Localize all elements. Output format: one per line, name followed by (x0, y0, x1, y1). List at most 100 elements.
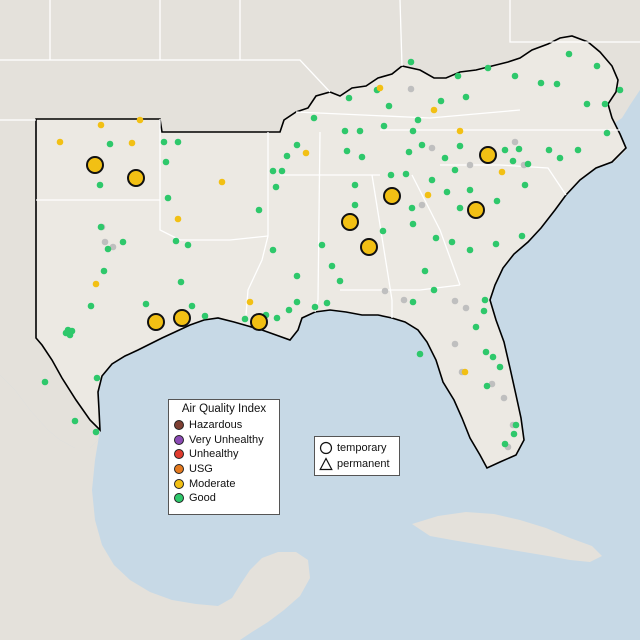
monitor-good (409, 127, 417, 135)
legend-label: permanent (337, 458, 390, 470)
monitor-good (451, 166, 459, 174)
monitor-good (454, 72, 462, 80)
monitor-good (311, 303, 319, 311)
monitor-good (96, 181, 104, 189)
legend-label: Hazardous (189, 419, 243, 432)
landmass-mexico (0, 375, 310, 640)
monitor-moderate-temporary (383, 187, 401, 205)
monitor-good (201, 312, 209, 320)
monitor-good (255, 206, 263, 214)
monitor-good (437, 97, 445, 105)
monitor-good (484, 64, 492, 72)
monitor-moderate (302, 149, 310, 157)
monitor-moderate (136, 116, 144, 124)
unhealthy-swatch (174, 449, 184, 460)
monitor-nodata (500, 394, 508, 402)
monitor-good (379, 227, 387, 235)
monitor-good (501, 440, 509, 448)
monitor-type-legend: temporary permanent (314, 436, 400, 476)
monitor-good (512, 421, 520, 429)
monitor-good (177, 278, 185, 286)
legend-item-moderate: Moderate (169, 476, 279, 491)
triangle-icon (319, 457, 333, 471)
legend-item-very-unhealthy: Very Unhealthy (169, 433, 279, 448)
legend-title: Air Quality Index (181, 403, 267, 415)
legend-item-hazardous: Hazardous (169, 418, 279, 433)
monitor-good (323, 299, 331, 307)
monitor-good (188, 302, 196, 310)
monitor-good (341, 127, 349, 135)
monitor-moderate (424, 191, 432, 199)
monitor-good (603, 129, 611, 137)
monitor-moderate (456, 127, 464, 135)
monitor-good (310, 114, 318, 122)
monitor-good (483, 382, 491, 390)
monitor-good (601, 100, 609, 108)
legend-label: Moderate (189, 477, 236, 490)
monitor-good (574, 146, 582, 154)
monitor-good (351, 201, 359, 209)
monitor-good (407, 58, 415, 66)
monitor-good (343, 147, 351, 155)
legend-label: USG (189, 463, 213, 476)
landmass-cuba (412, 512, 602, 562)
monitor-good (318, 241, 326, 249)
monitor-moderate-temporary (250, 313, 268, 331)
monitor-moderate (430, 106, 438, 114)
monitor-moderate-temporary (147, 313, 165, 331)
legend-item-temporary: temporary (315, 440, 399, 456)
legend-label: temporary (337, 442, 387, 454)
monitor-good (293, 141, 301, 149)
monitor-moderate (56, 138, 64, 146)
monitor-good (100, 267, 108, 275)
monitor-good (41, 378, 49, 386)
monitor-good (472, 323, 480, 331)
monitor-good (273, 314, 281, 322)
monitor-good (283, 152, 291, 160)
legend-item-good: Good (169, 491, 279, 506)
monitor-moderate-temporary (173, 309, 191, 327)
monitor-good (409, 298, 417, 306)
monitor-moderate (498, 168, 506, 176)
monitor-good (269, 167, 277, 175)
monitor-good (409, 220, 417, 228)
monitor-nodata (400, 296, 408, 304)
monitor-good (489, 353, 497, 361)
monitor-good (430, 286, 438, 294)
monitor-good (416, 350, 424, 358)
monitor-good (408, 204, 416, 212)
monitor-good (97, 223, 105, 231)
monitor-good (616, 86, 624, 94)
monitor-nodata (101, 238, 109, 246)
monitor-good (593, 62, 601, 70)
monitor-good (142, 300, 150, 308)
monitor-good (336, 277, 344, 285)
monitor-moderate-temporary (467, 201, 485, 219)
monitor-good (62, 329, 70, 337)
monitor-nodata (407, 85, 415, 93)
monitor-moderate (246, 298, 254, 306)
monitor-good (432, 234, 440, 242)
circle-icon (319, 441, 333, 455)
monitor-good (385, 102, 393, 110)
monitor-moderate (461, 368, 469, 376)
legend-label: Very Unhealthy (189, 433, 264, 446)
monitor-nodata (418, 201, 426, 209)
monitor-good (269, 246, 277, 254)
state-borders (0, 0, 640, 318)
legend-label: Good (189, 492, 216, 505)
monitor-good (328, 262, 336, 270)
monitor-nodata (462, 304, 470, 312)
monitor-nodata (466, 161, 474, 169)
very-unhealthy-swatch (174, 434, 184, 445)
monitor-good (492, 240, 500, 248)
monitor-moderate (97, 121, 105, 129)
monitor-moderate (174, 215, 182, 223)
monitor-good (556, 154, 564, 162)
monitor-good (71, 417, 79, 425)
monitor-good (92, 428, 100, 436)
monitor-good (511, 72, 519, 80)
monitor-good (351, 181, 359, 189)
monitor-good (184, 241, 192, 249)
monitor-good (496, 363, 504, 371)
